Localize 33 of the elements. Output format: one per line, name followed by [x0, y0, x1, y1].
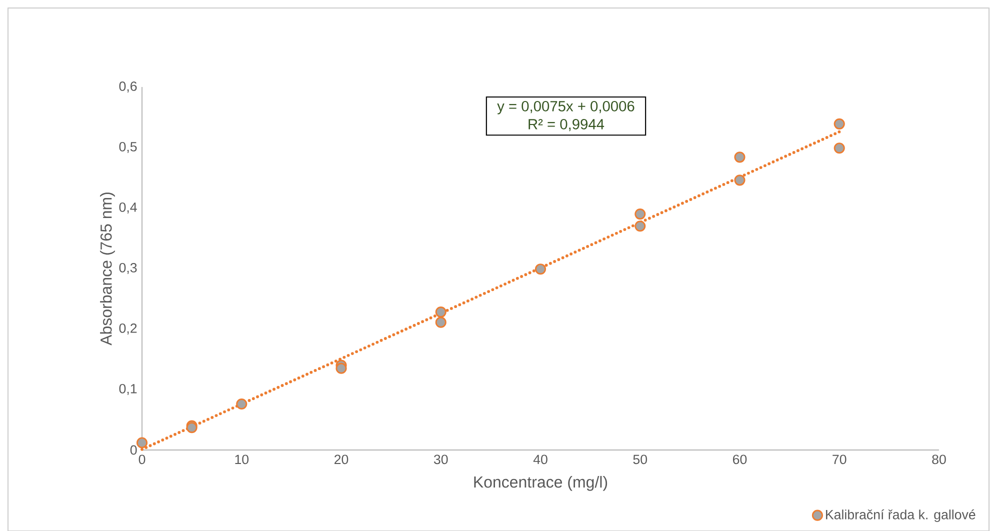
point: [734, 152, 746, 163]
legend-label: Kalibrační řada k. gallové: [826, 509, 976, 522]
x-tick-label: 40: [533, 454, 548, 464]
y-tick-label: 0,2: [119, 323, 137, 335]
x-tick-label: 70: [832, 454, 846, 464]
point: [435, 306, 446, 318]
point: [435, 316, 446, 328]
x-tick-label: 60: [732, 454, 747, 464]
point: [834, 118, 845, 130]
y-tick-label: 0,3: [119, 262, 137, 274]
point: [136, 437, 148, 448]
y-tick-label: 0,5: [119, 142, 137, 154]
point: [236, 398, 248, 410]
point: [834, 142, 845, 154]
annotation: R² = 0,9944: [528, 119, 604, 132]
y-tick-label: 0,6: [119, 82, 137, 93]
x-tick-label: 20: [334, 454, 348, 464]
y-tick-label: 0: [130, 445, 137, 455]
annotation: y = 0,0075x + 0,0006: [497, 101, 634, 114]
x-tick-label: 10: [235, 454, 249, 464]
point: [634, 208, 646, 220]
y-tick-label: 0,1: [119, 384, 137, 396]
point: [336, 362, 347, 374]
x-tick-label: 30: [434, 454, 448, 464]
x-tick-label: 50: [633, 454, 648, 464]
y-tick-label: 0,4: [119, 202, 137, 214]
point: [734, 174, 746, 186]
x-tick-label: 0: [138, 454, 146, 464]
x-tick-label: 80: [932, 454, 946, 464]
point: [534, 264, 546, 275]
x-axis-title: Koncentrace (mg/l): [474, 476, 608, 491]
y-axis-title: Absorbance (765 nm): [100, 192, 115, 346]
point: [634, 220, 646, 232]
